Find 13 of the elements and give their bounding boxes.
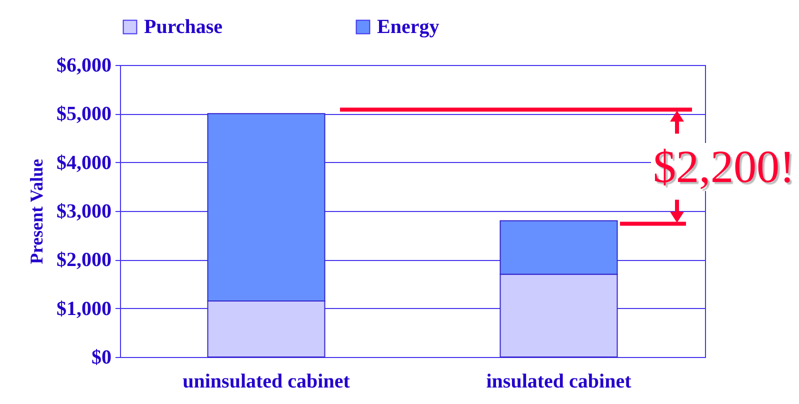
y-tick-label: $0	[92, 346, 112, 368]
y-tick-label: $1,000	[56, 298, 112, 320]
y-tick-label: $2,000	[56, 249, 112, 272]
annotation: $2,200!	[651, 140, 797, 192]
x-tick-label: insulated cabinet	[486, 370, 632, 392]
legend-label: Purchase	[144, 16, 223, 38]
y-tick-label: $3,000	[56, 200, 112, 222]
x-tick-label: uninsulated cabinet	[182, 370, 350, 392]
legend-label: Energy	[377, 16, 440, 38]
y-axis-title: Present Value	[26, 158, 46, 264]
y-tick-label: $4,000	[56, 152, 112, 174]
y-tick-label: $5,000	[56, 103, 112, 126]
y-tick-label: $6,000	[56, 54, 112, 76]
